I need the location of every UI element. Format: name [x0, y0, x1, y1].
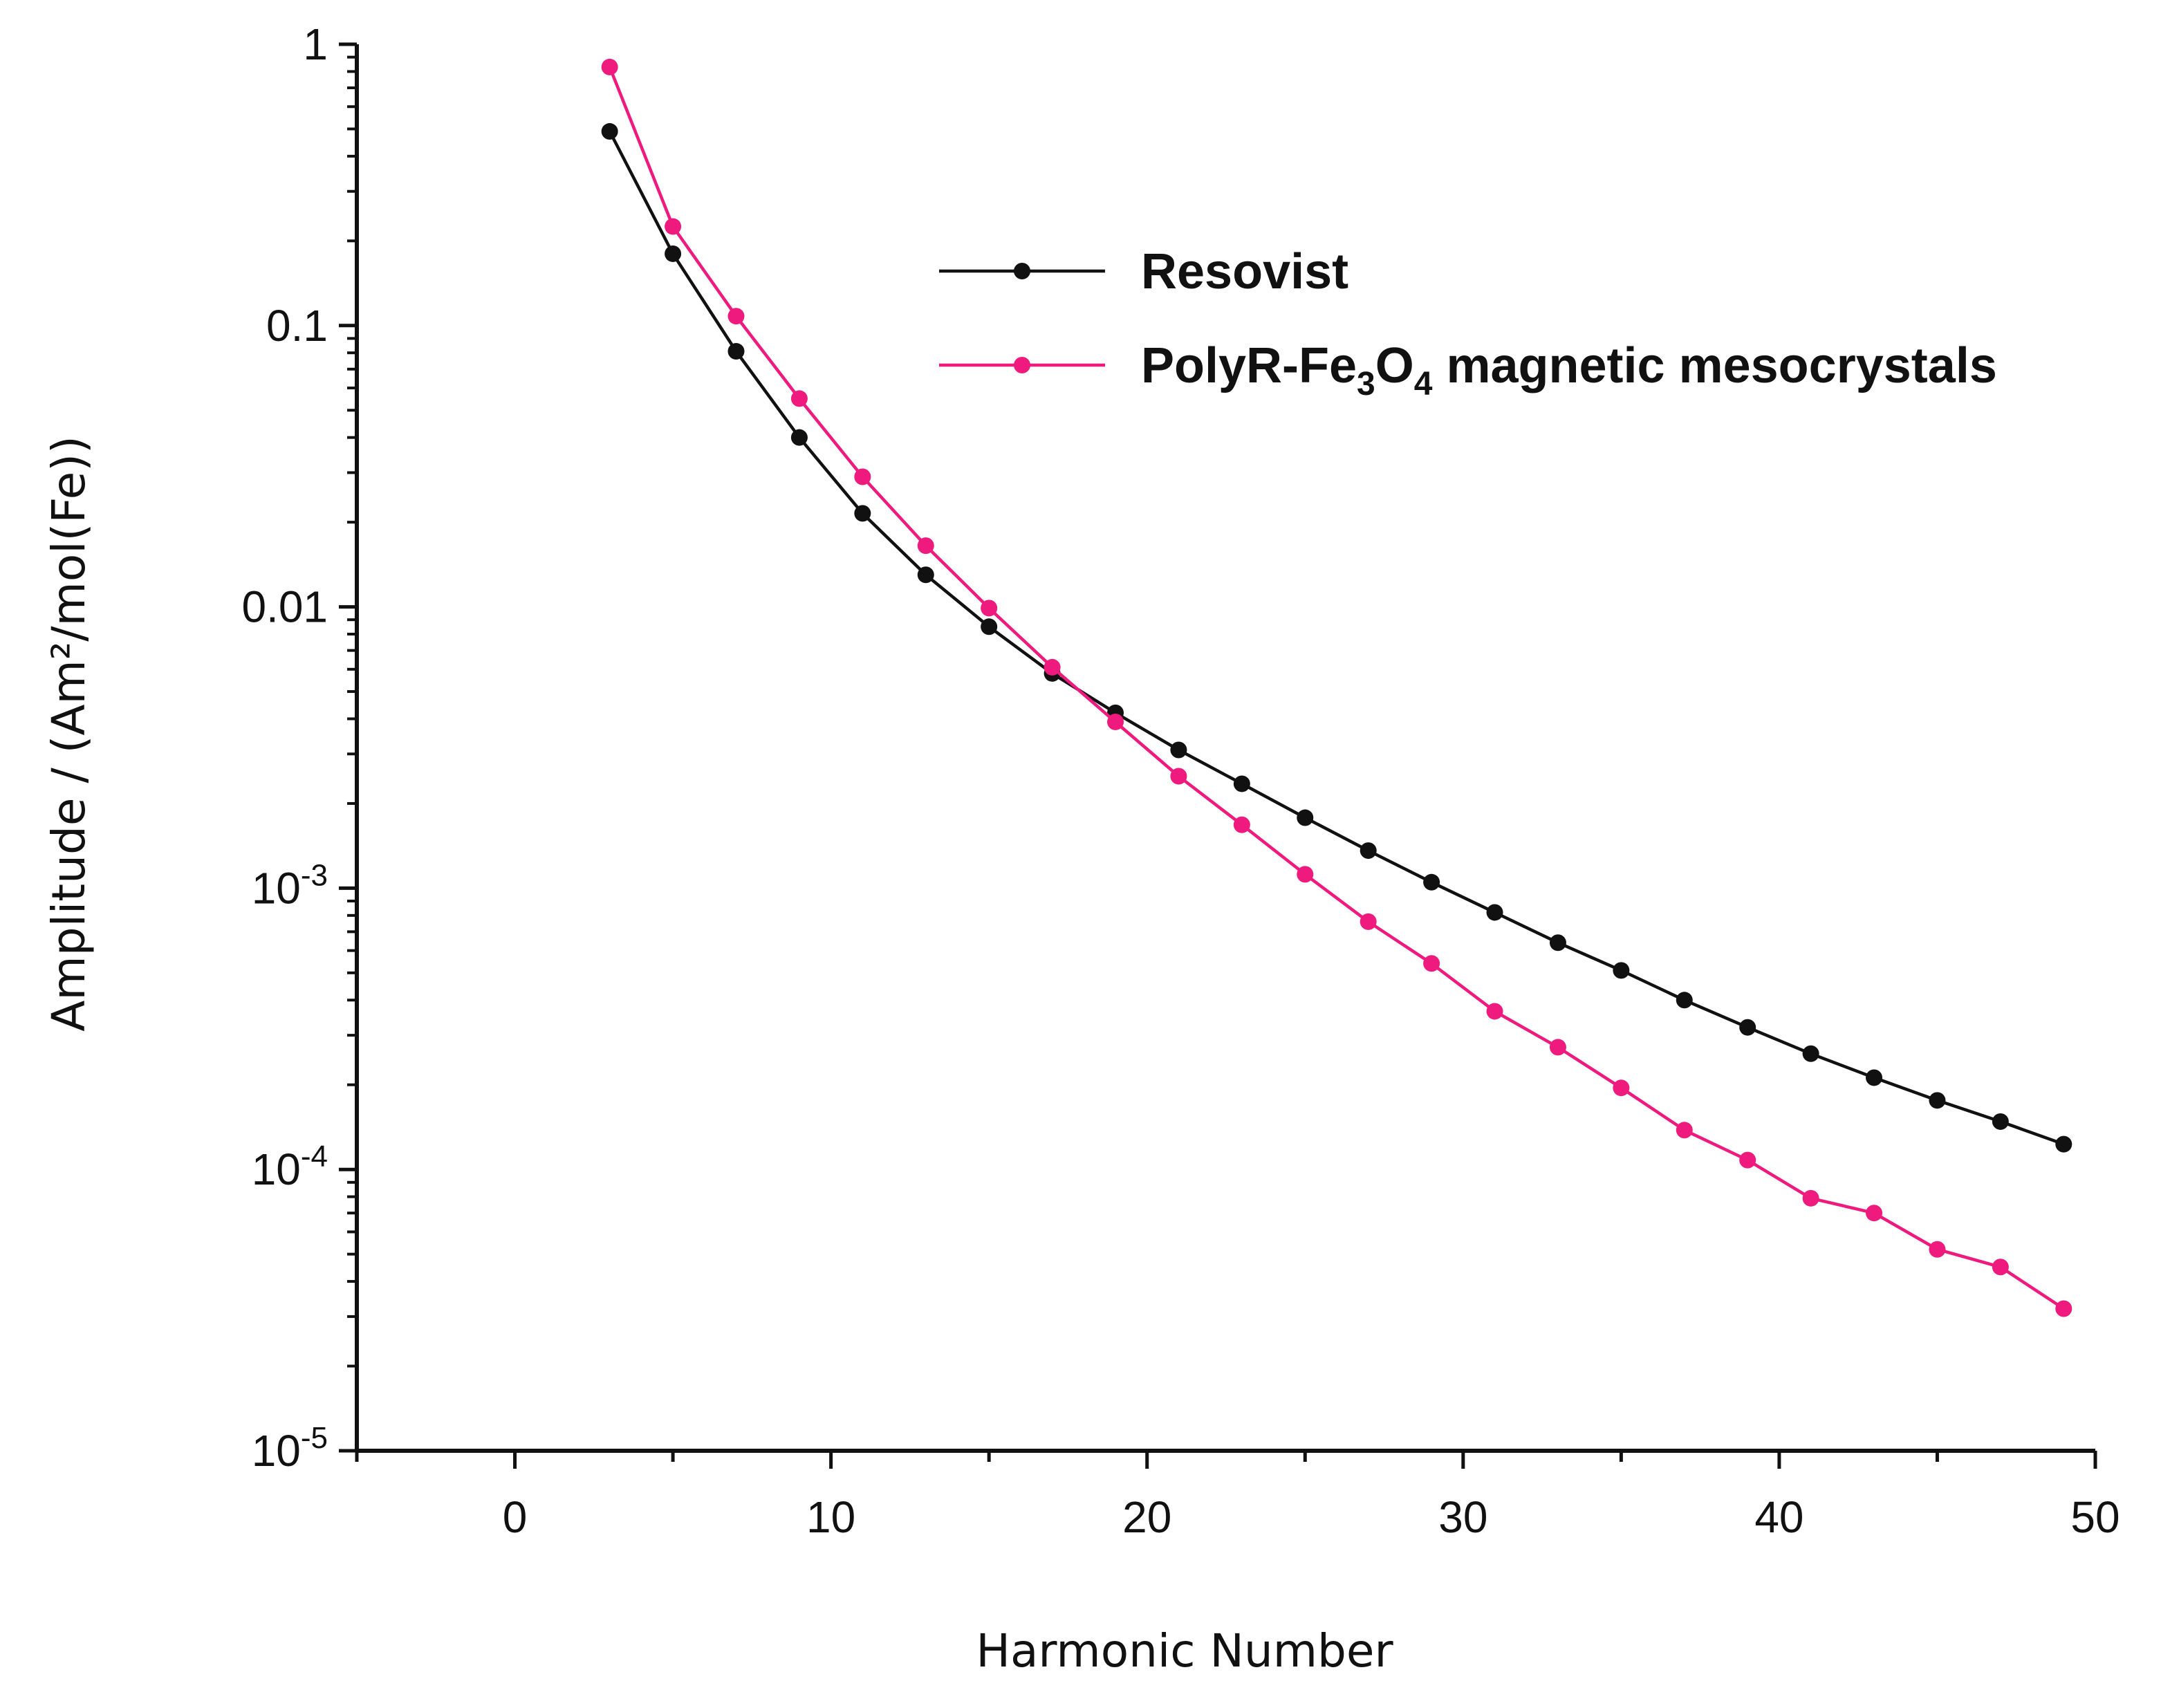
data-point-polyr: [1297, 866, 1314, 883]
y-axis-title: Amplitude / (Am²/mol(Fe)): [42, 436, 95, 1032]
x-axis-title: Harmonic Number: [976, 1624, 1393, 1678]
data-point-polyr: [2055, 1300, 2072, 1317]
legend-label-polyr: PolyR-Fe3O4 magnetic mesocrystals: [1141, 338, 1997, 402]
data-point-polyr: [1233, 816, 1250, 833]
x-tick-label: 50: [2070, 1492, 2120, 1542]
data-point-resovist: [1423, 873, 1440, 891]
data-point-resovist: [854, 505, 871, 522]
data-point-polyr: [601, 58, 618, 75]
y-tick-label: 10-5: [252, 1421, 328, 1476]
data-point-resovist: [1613, 962, 1630, 979]
data-point-resovist: [1802, 1045, 1819, 1062]
data-point-polyr: [1044, 658, 1061, 676]
data-point-resovist: [727, 343, 745, 360]
y-tick-label: 0.01: [241, 582, 328, 632]
data-point-polyr: [1802, 1189, 1819, 1207]
x-tick-label: 10: [806, 1492, 855, 1542]
data-point-resovist: [665, 245, 682, 262]
y-tick-label: 1: [303, 19, 328, 69]
data-point-polyr: [665, 218, 682, 235]
data-point-resovist: [1992, 1113, 2009, 1130]
data-point-resovist: [1929, 1092, 1946, 1109]
y-tick-label: 0.1: [266, 301, 328, 351]
series-line-resovist: [608, 130, 2065, 1146]
legend-marker-polyr: [1014, 357, 1030, 373]
data-point-polyr: [1613, 1079, 1630, 1097]
data-point-polyr: [1676, 1122, 1693, 1139]
data-point-resovist: [1297, 809, 1314, 826]
data-point-polyr: [1739, 1151, 1756, 1169]
y-tick-label: 10-3: [252, 858, 328, 913]
data-point-resovist: [1486, 904, 1503, 921]
legend-marker-resovist: [1014, 263, 1030, 279]
data-point-resovist: [1739, 1019, 1756, 1036]
data-point-polyr: [1170, 768, 1187, 785]
data-point-resovist: [790, 429, 808, 446]
x-tick-label: 30: [1438, 1492, 1487, 1542]
legend-label-resovist: Resovist: [1141, 244, 1348, 299]
legend: Resovist PolyR-Fe3O4 magnetic mesocrysta…: [939, 244, 1997, 402]
x-tick-label: 0: [503, 1492, 528, 1542]
data-point-polyr: [1423, 955, 1440, 972]
series-layer: [601, 58, 2072, 1317]
data-point-polyr: [917, 537, 934, 555]
data-point-polyr: [854, 468, 871, 485]
data-point-resovist: [1233, 775, 1250, 792]
x-tick-label: 20: [1122, 1492, 1171, 1542]
data-point-polyr: [1929, 1241, 1946, 1258]
data-point-polyr: [1486, 1003, 1503, 1020]
data-point-polyr: [727, 308, 745, 325]
data-point-polyr: [1360, 913, 1377, 930]
data-point-polyr: [981, 600, 998, 617]
data-point-resovist: [601, 123, 618, 140]
axes: 0 10 20 30 40 50 1 0.1 0.01 10-3 10-4 10-5: [241, 19, 2120, 1542]
data-point-polyr: [1866, 1205, 1883, 1222]
data-point-resovist: [1549, 934, 1566, 952]
data-point-resovist: [1360, 842, 1377, 860]
data-point-polyr: [1992, 1259, 2009, 1276]
data-point-resovist: [917, 566, 934, 584]
data-point-polyr: [790, 390, 808, 407]
x-tick-label: 40: [1754, 1492, 1803, 1542]
data-point-resovist: [1676, 992, 1693, 1009]
y-tick-label: 10-4: [252, 1140, 328, 1194]
data-point-resovist: [1866, 1069, 1883, 1086]
data-point-polyr: [1107, 713, 1124, 730]
data-point-resovist: [981, 618, 998, 635]
data-point-resovist: [1170, 741, 1187, 759]
data-point-resovist: [2055, 1135, 2072, 1153]
series-line-polyr: [608, 66, 2065, 1310]
data-point-polyr: [1549, 1039, 1566, 1056]
